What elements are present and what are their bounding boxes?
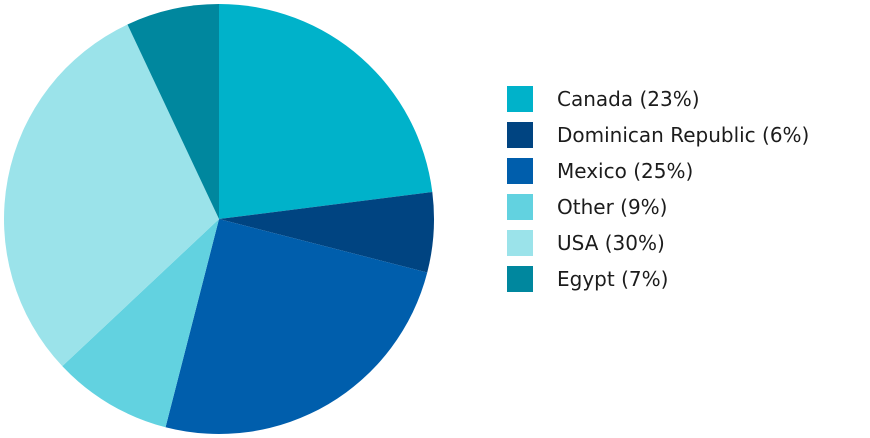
pie-slice-0 [219,4,433,219]
pie-slices [3,4,434,435]
pie-slice-4 [3,24,219,367]
legend-label: Canada (23%) [557,87,700,111]
legend-swatch [507,122,533,148]
legend-label: Other (9%) [557,195,668,219]
legend-swatch [507,230,533,256]
legend-item-3: Other (9%) [507,194,809,220]
legend-swatch [507,266,533,292]
pie-slice-3 [62,219,219,428]
legend-item-4: USA (30%) [507,230,809,256]
legend-swatch [507,86,533,112]
legend-label: Egypt (7%) [557,267,669,291]
pie-slice-1 [219,192,434,273]
legend-item-2: Mexico (25%) [507,158,809,184]
legend-item-1: Dominican Republic (6%) [507,122,809,148]
legend-label: Mexico (25%) [557,159,694,183]
legend-swatch [507,158,533,184]
legend-item-0: Canada (23%) [507,86,809,112]
legend-label: Dominican Republic (6%) [557,123,810,147]
legend-item-5: Egypt (7%) [507,266,809,292]
legend-swatch [507,194,533,220]
pie-slice-2 [165,219,428,435]
legend: Canada (23%) Dominican Republic (6%) Mexic… [507,86,809,302]
pie-slice-5 [127,4,219,219]
legend-label: USA (30%) [557,231,665,255]
